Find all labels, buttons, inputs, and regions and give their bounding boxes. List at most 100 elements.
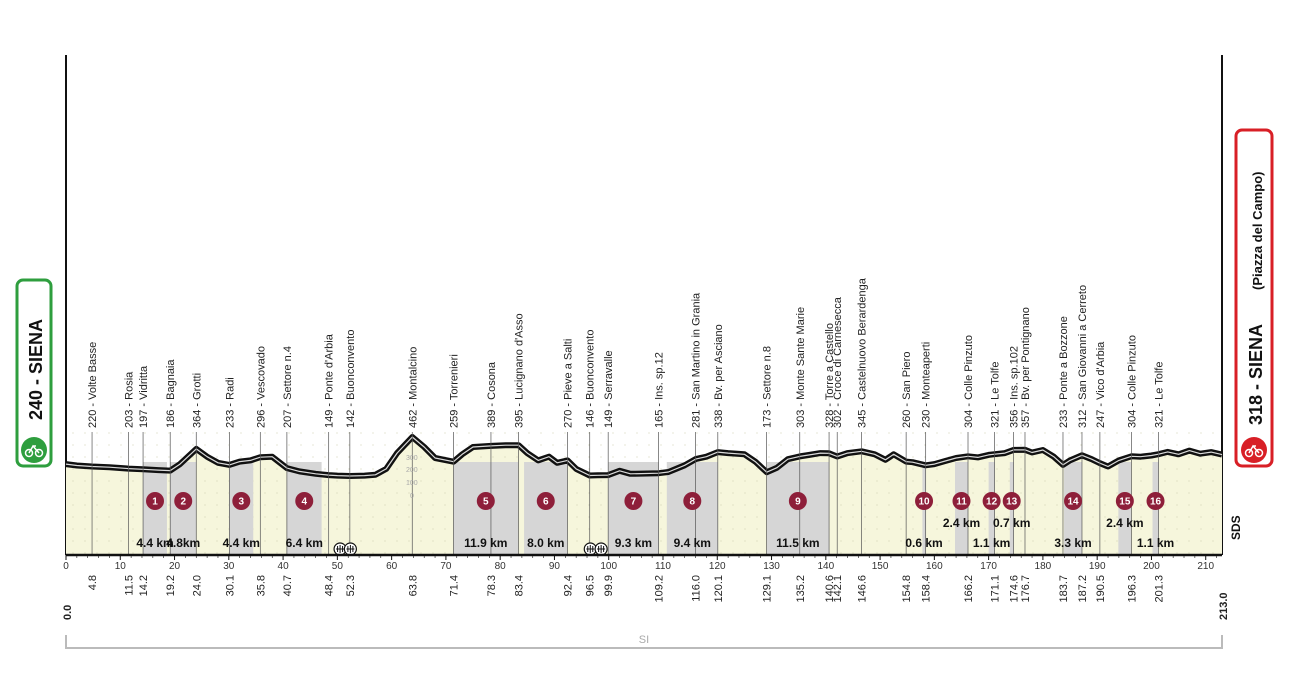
waypoint-km: 96.5 [585, 575, 597, 596]
sector-number: 11 [956, 497, 967, 508]
waypoint-km: 171.1 [990, 575, 1002, 603]
waypoint-label: 260 - San Piero [901, 352, 913, 428]
sector-badge [174, 492, 193, 510]
waypoint-km: 48.4 [324, 575, 336, 596]
sector-number: 3 [239, 497, 245, 508]
waypoint-label: 321 - Le Tolfe [990, 362, 1002, 428]
scale-label: SI [639, 634, 649, 646]
waypoint-km: 140.6 [824, 575, 836, 603]
sector-10: 10 0.6 km [905, 492, 943, 550]
sector-length: 4.4 km [136, 536, 173, 550]
waypoint-label: 302 - Croce di Carnesecca [832, 296, 844, 428]
waypoint-label: 345 - Castelnuovo Berardenga [857, 277, 869, 428]
finish-banner: 318 - SIENA (Piazza del Campo) [1234, 128, 1274, 468]
sector-length: 4.8km [166, 536, 200, 550]
sector-length: 0.6 km [905, 536, 942, 550]
waypoint-label: 328 - Torre a Castello [824, 323, 836, 428]
altitude-scale-200: 200 [406, 467, 418, 474]
waypoint-km: 4.8 [87, 575, 99, 590]
waypoint-km: 120.1 [713, 575, 725, 603]
waypoint-km: 52.3 [345, 575, 357, 596]
sector-number: 16 [1150, 497, 1162, 508]
waypoint-label: 389 - Cosona [486, 361, 498, 428]
sector-3: 3 4.4 km [223, 492, 260, 550]
waypoint-km: 135.2 [795, 575, 807, 603]
sector-badge [982, 492, 1001, 510]
sector-2: 2 4.8km [166, 492, 200, 550]
sector-9: 9 11.5 km [776, 492, 820, 550]
sector-13: 13 0.7 km [993, 492, 1030, 530]
waypoint-label: 233 - Radi [224, 377, 236, 428]
waypoint-km: 99.9 [603, 575, 615, 596]
waypoint-km: 24.0 [191, 575, 203, 596]
km-tick-label: 90 [549, 561, 561, 572]
altitude-scale-100: 100 [406, 480, 418, 487]
km-tick-label: 130 [763, 561, 780, 572]
waypoint-km: 166.2 [963, 575, 975, 603]
sector-badge [915, 492, 934, 510]
sector-number: 12 [986, 497, 998, 508]
km-axis-ticks: 0 10 20 30 40 50 60 70 80 90 100 110 120 130 140 150 160… [63, 555, 1217, 572]
sector-length: 2.4 km [1106, 516, 1143, 530]
waypoint-label: 364 - Grotti [191, 373, 203, 428]
railway-crossing-icon [594, 542, 608, 556]
sector-7: 7 9.3 km [615, 492, 652, 550]
sector-badge [536, 492, 555, 510]
sector-12: 12 1.1 km [973, 492, 1010, 550]
waypoint-km: 129.1 [762, 575, 774, 603]
waypoint-km: 201.3 [1154, 575, 1166, 603]
km-tick-label: 70 [440, 561, 452, 572]
km-tick-label: 210 [1197, 561, 1214, 572]
sector-number: 13 [1006, 497, 1018, 508]
sector-number: 15 [1119, 497, 1131, 508]
waypoint-label: 281 - San Martino in Grania [691, 292, 703, 428]
waypoint-label: 165 - Ins. sp.12 [654, 352, 666, 428]
km-tick-label: 150 [872, 561, 889, 572]
finish-label: 318 - SIENA [1246, 324, 1266, 425]
sector-length: 6.4 km [286, 536, 323, 550]
km-tick-label: 10 [115, 561, 127, 572]
waypoint-label: 247 - Vico d'Arbia [1095, 341, 1107, 428]
waypoint-label: 186 - Bagnaia [165, 359, 177, 428]
finish-sublabel: (Piazza del Campo) [1250, 172, 1265, 290]
waypoint-label: 203 - Rosia [123, 371, 135, 428]
start-km-label: 0.0 [62, 605, 74, 620]
waypoint-km: 92.4 [562, 575, 574, 596]
sector-badge [232, 492, 251, 510]
sector-badge [952, 492, 971, 510]
km-tick-label: 20 [169, 561, 181, 572]
km-tick-label: 30 [223, 561, 235, 572]
km-tick-label: 0 [63, 561, 69, 572]
altitude-scale-0: 0 [410, 493, 414, 500]
waypoint-label: 462 - Montalcino [407, 347, 419, 428]
km-tick-label: 120 [709, 561, 726, 572]
sector-badge [624, 492, 643, 510]
sector-14: 14 3.3 km [1054, 492, 1092, 550]
sector-length: 1.1 km [1137, 536, 1174, 550]
waypoint-km: 146.6 [857, 575, 869, 603]
sector-length: 11.9 km [464, 536, 507, 550]
km-tick-label: 110 [655, 561, 671, 572]
sector-number: 5 [483, 497, 489, 508]
waypoint-label: 220 - Volte Basse [87, 342, 99, 428]
sector-number: 2 [180, 497, 186, 508]
sector-badge [683, 492, 702, 510]
sector-4: 4 6.4 km [286, 492, 323, 550]
waypoint-label: 230 - Monteaperti [921, 342, 933, 428]
waypoint-km: 190.5 [1095, 575, 1107, 603]
waypoint-label: 296 - Vescovado [255, 346, 267, 428]
sector-length: 0.7 km [993, 516, 1030, 530]
waypoint-label: 304 - Colle Pinzuto [963, 335, 975, 428]
sector-number: 10 [918, 497, 930, 508]
bike-icon-finish [1241, 437, 1267, 463]
sector-number: 8 [690, 497, 696, 508]
waypoint-km: 78.3 [486, 575, 498, 596]
sector-badge [1146, 492, 1165, 510]
waypoint-label: 146 - Buonconvento [585, 330, 597, 428]
waypoint-km: 142.1 [832, 575, 844, 603]
sector-8: 8 9.4 km [674, 492, 711, 550]
sector-number: 6 [543, 497, 549, 508]
waypoint-km: 183.7 [1058, 575, 1070, 603]
waypoint-label: 312 - San Giovanni a Cerreto [1077, 285, 1089, 428]
